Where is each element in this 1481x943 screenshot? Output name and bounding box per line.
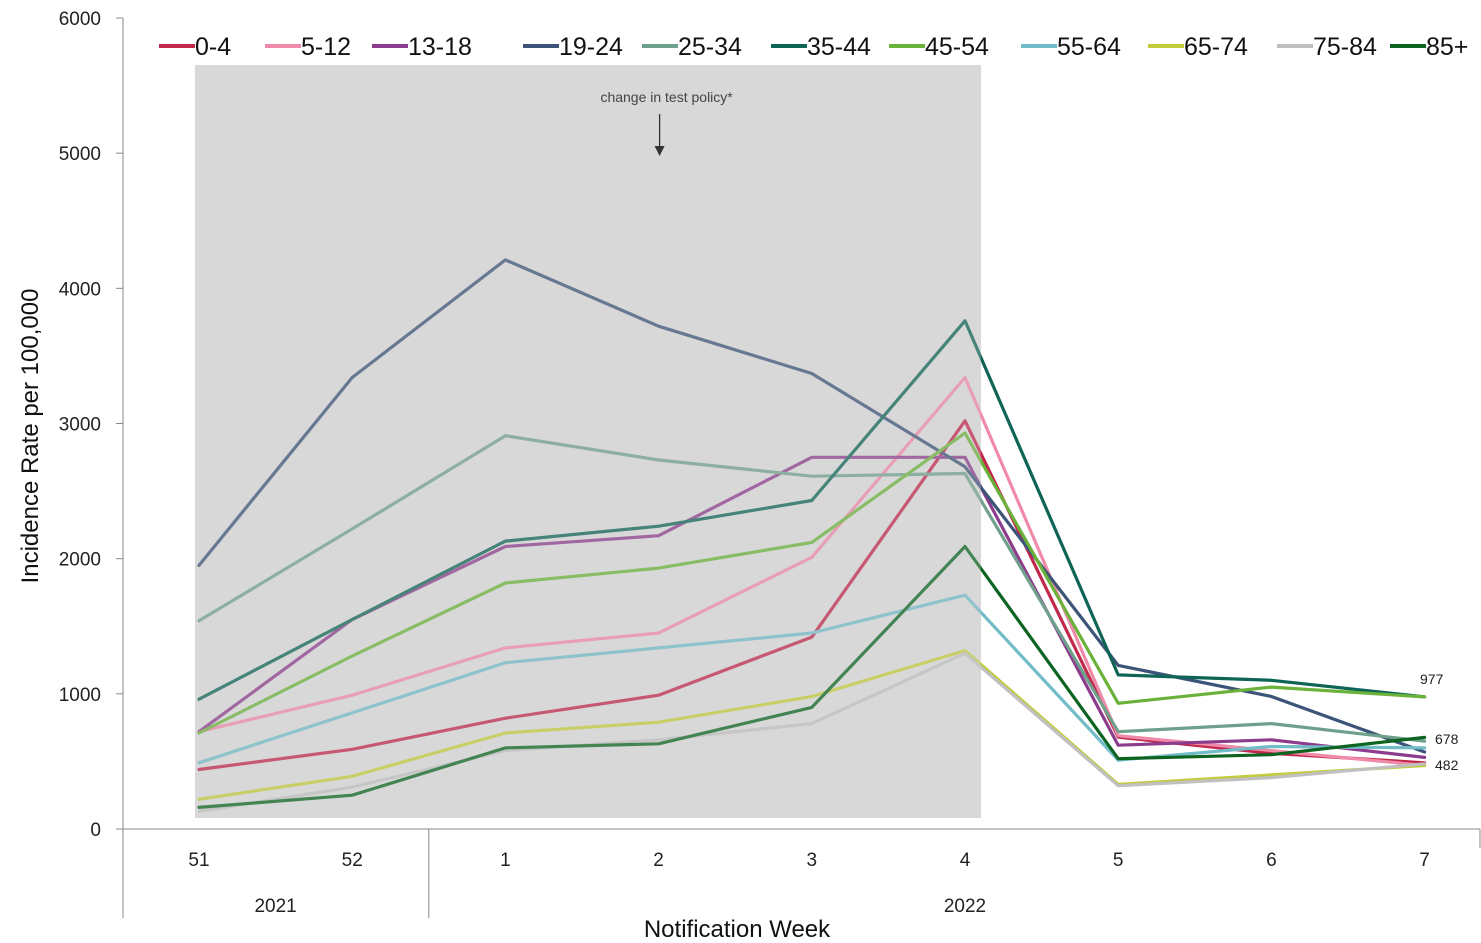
x-axis-title: Notification Week — [644, 916, 831, 943]
series-line-65-74 — [197, 648, 1427, 801]
series-line-55-64 — [197, 593, 1427, 765]
label-layer: change in test policy* 977 678 482 — [600, 89, 1458, 773]
series-line-85+ — [197, 544, 1427, 810]
x-tick-label: 5 — [1113, 850, 1124, 871]
series-line-45-54 — [197, 431, 1427, 735]
y-axis-title: Incidence Rate per 100,000 — [17, 289, 44, 584]
y-tick-label: 3000 — [59, 415, 101, 436]
series-line-5-12 — [197, 375, 1427, 768]
legend-label-45-54: 45-54 — [925, 33, 989, 61]
series-line-13-18 — [197, 455, 1427, 760]
x-tick-label: 2 — [653, 850, 664, 871]
legend-label-35-44: 35-44 — [807, 33, 871, 61]
end-value-label: 482 — [1435, 757, 1459, 773]
end-value-label: 678 — [1435, 731, 1459, 747]
legend-label-25-34: 25-34 — [678, 33, 742, 61]
year-group-label: 2022 — [944, 896, 986, 917]
series-layer — [195, 65, 1427, 818]
annotation-arrow-head — [654, 146, 665, 156]
legend-label-0-4: 0-4 — [195, 33, 231, 61]
legend-label-75-84: 75-84 — [1313, 33, 1377, 61]
legend-label-19-24: 19-24 — [559, 33, 623, 61]
x-tick-label: 4 — [960, 850, 971, 871]
y-tick-label: 1000 — [59, 685, 101, 706]
axis-layer: 0 1000 2000 3000 4000 5000 6000 51 52 1 2 3 4 5 6 7 2021… — [59, 9, 1481, 918]
annotation-text: change in test policy* — [600, 89, 733, 105]
x-tick-label: 6 — [1266, 850, 1277, 871]
series-line-0-4 — [197, 419, 1427, 772]
series-line-75-84 — [197, 651, 1427, 814]
legend: 0-4 5-12 13-18 19-24 25-34 35-44 45-54 55-64 65-… — [159, 33, 1468, 61]
y-tick-label: 6000 — [59, 9, 101, 30]
x-tick-label: 3 — [807, 850, 818, 871]
shaded-region-overlay — [195, 65, 981, 818]
series-line-25-34 — [197, 434, 1427, 743]
shaded-region-layer — [195, 65, 981, 818]
legend-label-85+: 85+ — [1426, 33, 1468, 61]
legend-label-55-64: 55-64 — [1057, 33, 1121, 61]
x-tick-label: 7 — [1419, 850, 1430, 871]
y-tick-label: 4000 — [59, 279, 101, 300]
series-line-19-24 — [197, 258, 1427, 754]
x-tick-label: 51 — [188, 850, 209, 871]
end-value-label: 977 — [1420, 671, 1444, 687]
y-tick-label: 2000 — [59, 550, 101, 571]
y-tick-label: 5000 — [59, 144, 101, 165]
x-tick-label: 52 — [342, 850, 363, 871]
legend-label-13-18: 13-18 — [408, 33, 472, 61]
x-tick-label: 1 — [500, 850, 511, 871]
shaded-region — [195, 65, 981, 818]
legend-label-65-74: 65-74 — [1184, 33, 1248, 61]
y-tick-label: 0 — [90, 820, 101, 841]
series-line-35-44 — [197, 319, 1427, 701]
legend-label-5-12: 5-12 — [301, 33, 351, 61]
year-group-label: 2021 — [254, 896, 296, 917]
